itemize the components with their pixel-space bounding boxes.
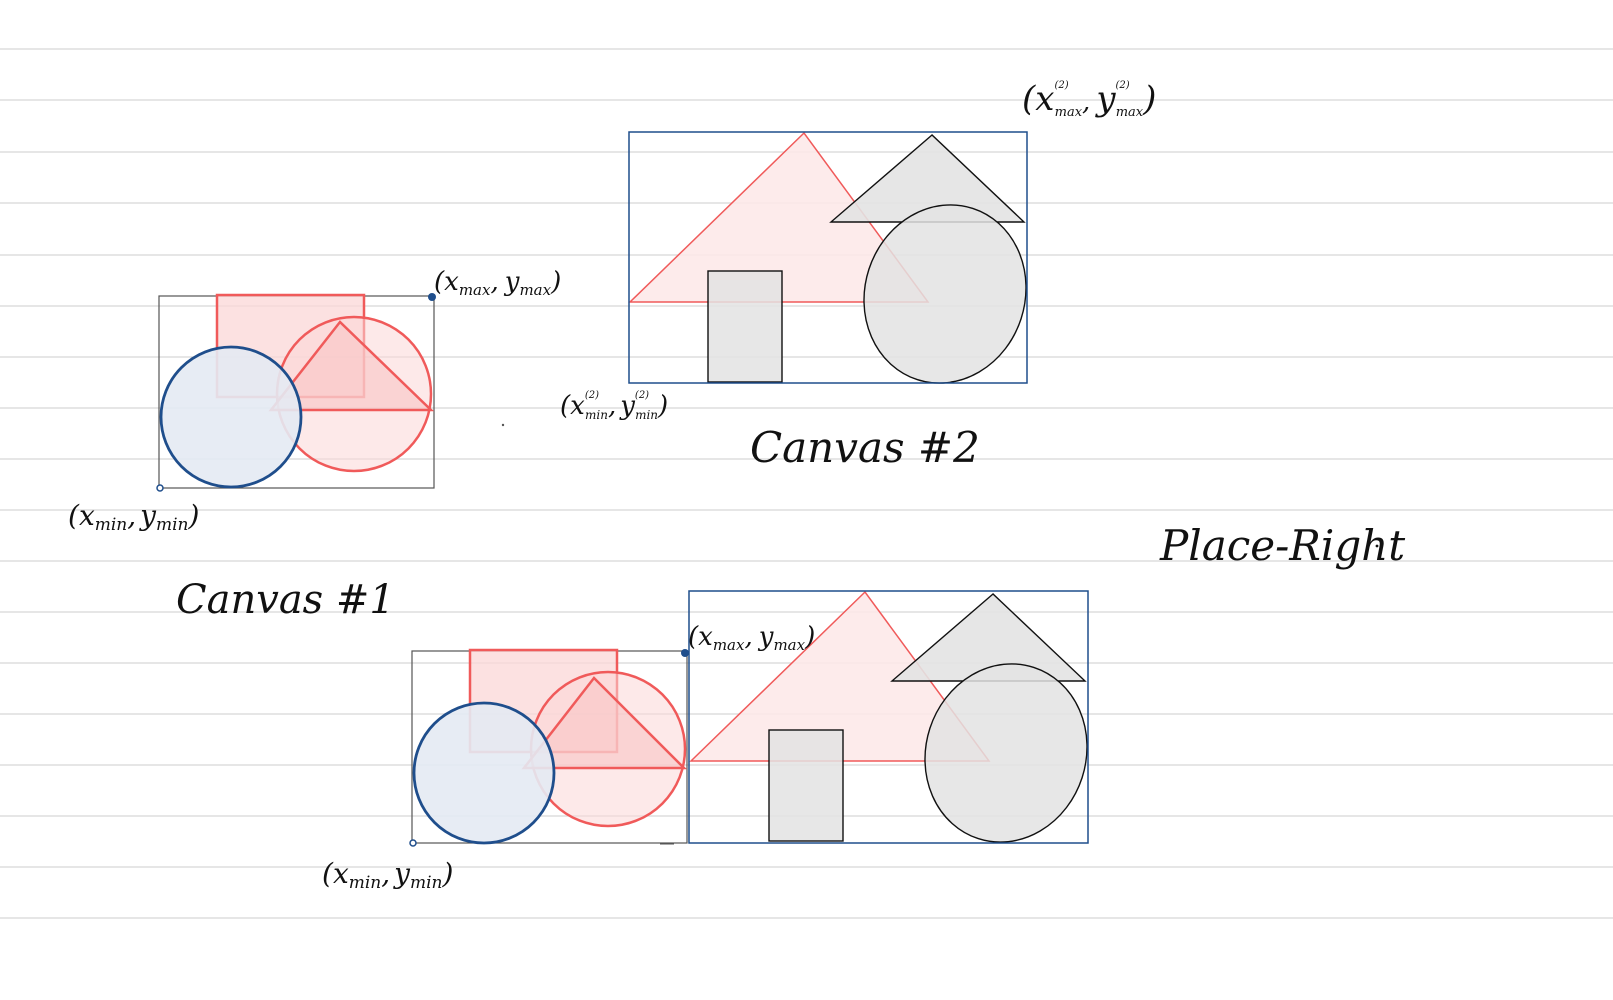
label-open-paren: (: [560, 391, 571, 421]
canvas-2-frame: [628, 131, 1028, 384]
label-close-paren: ): [1142, 79, 1156, 119]
gray-rectangle: [768, 729, 844, 842]
label-y: y: [619, 391, 635, 421]
label-close-paren: ): [550, 267, 561, 297]
operation-label: Place-Right: [1159, 521, 1405, 570]
label-y-sub: min: [410, 873, 443, 893]
canvas-1-title: Canvas #1: [176, 577, 395, 623]
label-open-paren: (: [322, 857, 334, 890]
label-x: x: [444, 267, 459, 297]
label-sep: ,: [744, 622, 752, 652]
label-sep: ,: [381, 857, 390, 890]
operation-label-dot: [1375, 544, 1379, 548]
blue-circle: [159, 345, 303, 489]
canvas-1-diagram: (xmax, ymax) (xmin, ymin) Canvas #1: [68, 267, 561, 623]
label-x: x: [698, 622, 713, 652]
label-sep: ,: [608, 391, 616, 421]
label-x-sub: min: [95, 515, 128, 535]
label-y-sub: max: [519, 281, 551, 299]
result-min-label: (xmin, ymin): [322, 857, 453, 893]
canvas-1-min-label: (xmin, ymin): [68, 499, 199, 535]
label-y-sub: max: [1116, 105, 1144, 120]
canvas-2-min-label: (x(2) min, y(2) min): [560, 390, 668, 422]
label-close-paren: ): [442, 857, 454, 890]
label-close-paren: ): [657, 391, 668, 421]
label-sep: ,: [127, 499, 136, 532]
label-open-paren: (: [434, 267, 445, 297]
label-y-sub: max: [773, 636, 805, 654]
red-triangle: [521, 676, 688, 770]
label-x-sub: max: [459, 281, 491, 299]
result-max-label: (xmax, ymax): [688, 622, 815, 654]
label-y: y: [758, 622, 774, 652]
label-open-paren: (: [688, 622, 699, 652]
label-x-sub: max: [1055, 105, 1083, 120]
label-y: y: [1094, 79, 1116, 119]
label-open-paren: (: [68, 499, 80, 532]
gray-ellipse: [863, 204, 1027, 384]
label-x: x: [79, 499, 95, 532]
label-x-sub: min: [349, 873, 382, 893]
label-x: x: [570, 391, 585, 421]
label-y: y: [138, 499, 157, 532]
blue-circle: [412, 701, 556, 845]
label-y-sup: (2): [635, 390, 649, 401]
label-sep: ,: [1082, 87, 1090, 117]
gray-ellipse: [924, 663, 1088, 843]
max-corner-dot: [428, 293, 436, 301]
red-triangle: [268, 320, 435, 412]
canvas-2-title: Canvas #2: [750, 423, 980, 472]
canvas-2-max-label: (x(2) max, y(2) max): [1022, 79, 1156, 120]
label-y-sub: min: [635, 408, 658, 422]
label-x-sub: max: [713, 636, 745, 654]
stray-dot: [501, 423, 505, 427]
canvas-1-max-label: (xmax, ymax): [434, 267, 561, 299]
label-open-paren: (: [1022, 79, 1036, 119]
label-sep: ,: [490, 267, 498, 297]
label-x-sup: (2): [585, 390, 599, 401]
label-x-sup: (2): [1054, 80, 1068, 91]
label-y-sub: min: [156, 515, 189, 535]
label-close-paren: ): [804, 622, 815, 652]
canvas-2-diagram: (x(2) max, y(2) max) (x(2) min, y(2) min) Canv…: [560, 79, 1156, 472]
label-close-paren: ): [188, 499, 200, 532]
result-diagram: (xmax, ymax) (xmin, ymin): [322, 590, 1089, 893]
gray-rectangle: [707, 270, 783, 383]
label-y: y: [392, 857, 411, 890]
max-corner-dot: [681, 649, 689, 657]
result-canvas-2-frame: [688, 590, 1089, 844]
label-x: x: [1035, 79, 1054, 119]
label-x-sub: min: [585, 408, 608, 422]
min-corner-dot: [156, 484, 164, 492]
label-y-sup: (2): [1116, 80, 1130, 91]
min-corner-dot: [409, 839, 417, 847]
label-x: x: [333, 857, 349, 890]
label-y: y: [504, 267, 520, 297]
